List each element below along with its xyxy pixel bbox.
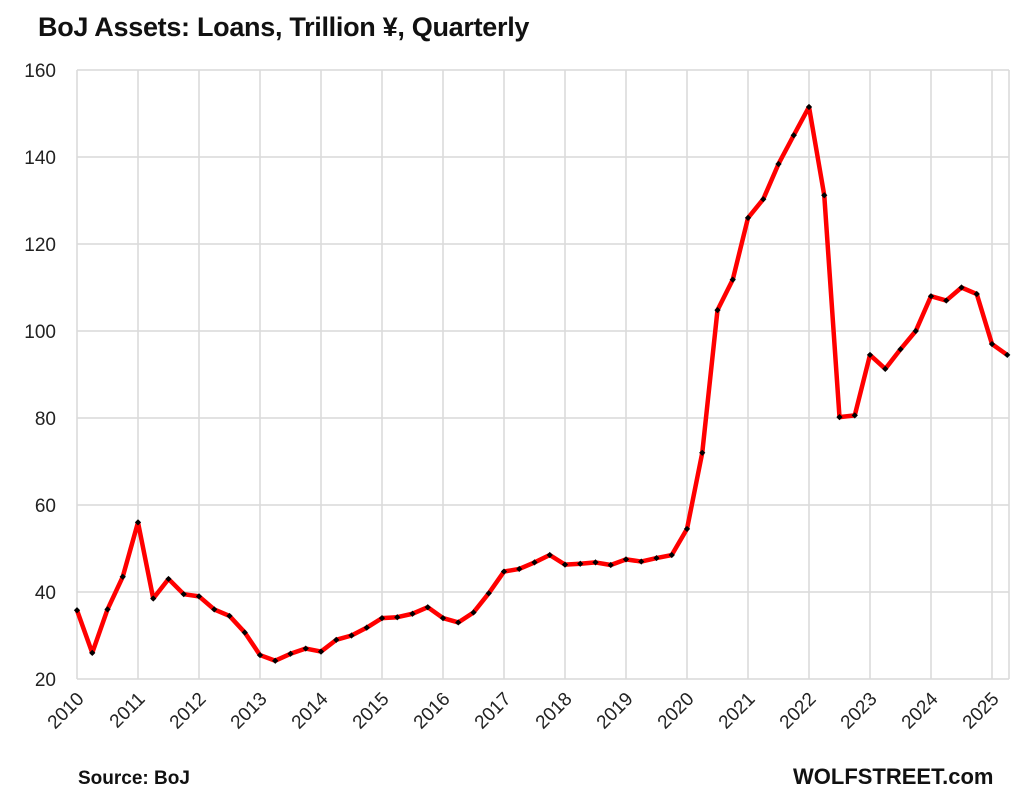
data-point-marker — [668, 551, 675, 559]
data-point-marker — [607, 561, 614, 569]
x-tick-label: 2015 — [349, 689, 394, 734]
x-tick-label: 2019 — [593, 689, 638, 734]
data-point-marker — [897, 346, 904, 353]
x-tick-label: 2025 — [959, 689, 1004, 734]
data-point-marker — [699, 449, 706, 456]
x-tick-label: 2013 — [227, 689, 272, 734]
series-line — [74, 104, 1009, 663]
data-point-marker — [988, 340, 996, 348]
x-tick-label: 2018 — [532, 689, 577, 734]
y-tick-label: 40 — [35, 583, 56, 604]
data-point-marker — [973, 290, 980, 298]
x-tick-label: 2020 — [654, 689, 699, 734]
source-label: Source: BoJ — [78, 768, 190, 789]
data-point-marker — [348, 632, 355, 639]
x-axis-ticks: 2010 2011 2012 2013 2014 2015 2016 2017 2018 2019… — [44, 688, 1004, 733]
y-tick-label: 120 — [24, 235, 56, 256]
y-tick-label: 20 — [35, 670, 56, 691]
data-point-marker — [592, 559, 599, 566]
data-point-marker — [577, 560, 584, 567]
chart-title: BoJ Assets: Loans, Trillion ¥, Quarterly — [38, 12, 530, 42]
data-point-marker — [256, 651, 264, 659]
data-point-marker — [622, 556, 630, 563]
y-tick-label: 60 — [35, 496, 56, 517]
x-tick-label: 2022 — [776, 689, 821, 734]
data-point-marker — [195, 593, 203, 600]
y-tick-label: 80 — [35, 409, 56, 430]
data-point-marker — [561, 561, 569, 568]
x-tick-label: 2014 — [288, 688, 333, 733]
x-tick-label: 2021 — [715, 689, 760, 734]
x-tick-label: 2010 — [44, 689, 89, 734]
data-point-marker — [363, 624, 370, 631]
brand-label: WOLFSTREET.com — [793, 764, 994, 789]
data-point-marker — [287, 650, 294, 657]
data-point-marker — [943, 297, 950, 304]
y-tick-label: 140 — [24, 148, 56, 169]
data-point-marker — [638, 558, 645, 565]
data-point-marker — [455, 619, 462, 626]
data-point-marker — [714, 307, 721, 314]
gridlines — [76, 69, 1010, 680]
data-point-marker — [653, 554, 660, 562]
data-point-marker — [1004, 351, 1011, 359]
x-tick-label: 2011 — [106, 689, 150, 733]
y-axis-ticks: 20 40 60 80 100 120 140 160 — [24, 61, 56, 691]
data-point-marker — [866, 351, 874, 359]
x-tick-label: 2016 — [410, 689, 455, 734]
x-tick-label: 2024 — [898, 688, 943, 733]
data-point-marker — [516, 565, 523, 573]
data-point-marker — [531, 559, 538, 566]
y-tick-label: 160 — [24, 61, 56, 82]
x-tick-label: 2012 — [166, 689, 211, 734]
data-point-marker — [409, 610, 416, 617]
data-point-marker — [546, 551, 553, 559]
data-point-marker — [302, 645, 309, 652]
x-tick-label: 2017 — [471, 689, 516, 734]
y-tick-label: 100 — [24, 322, 56, 343]
data-point-marker — [485, 590, 492, 597]
loans-series — [73, 103, 1011, 664]
x-tick-label: 2023 — [837, 689, 882, 734]
data-point-marker — [470, 609, 477, 616]
data-point-marker — [683, 525, 691, 533]
data-point-marker — [500, 568, 508, 575]
